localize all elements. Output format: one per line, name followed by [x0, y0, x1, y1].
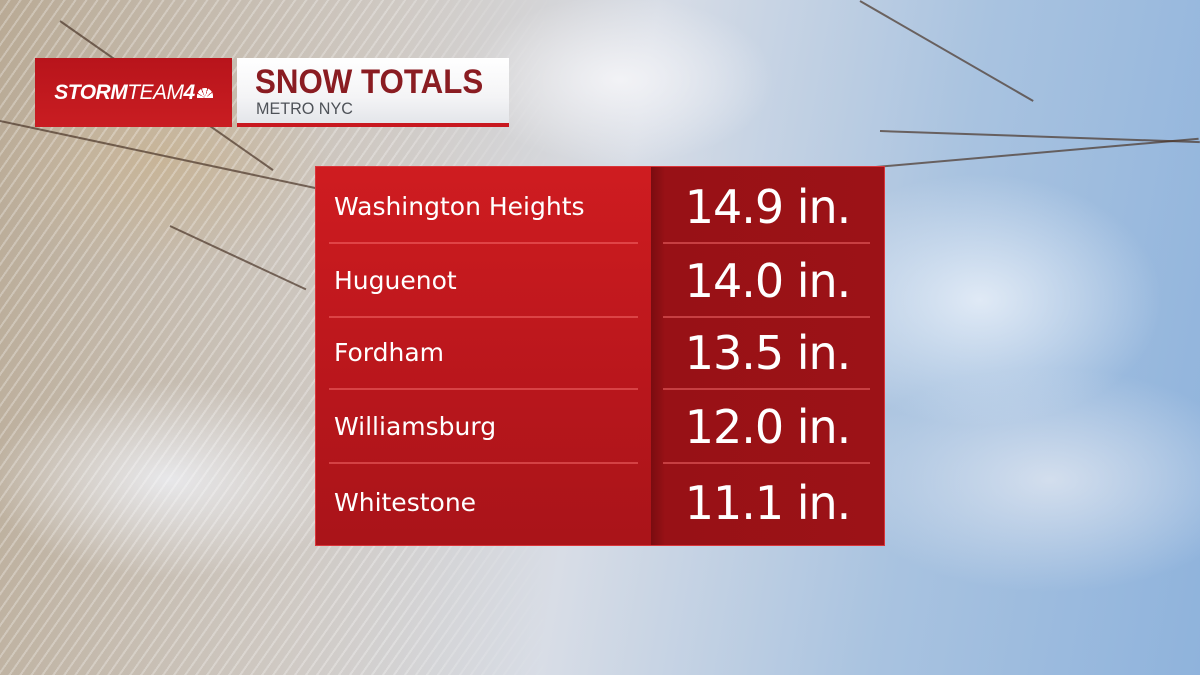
table-row-total: 14.9 in. [651, 169, 884, 244]
location-name: Williamsburg [334, 412, 497, 441]
title-banner: SNOW TOTALS METRO NYC [237, 58, 509, 127]
row-divider [329, 316, 638, 318]
page-title: SNOW TOTALS [255, 63, 484, 101]
snow-total-value: 12.0 in. [684, 399, 852, 454]
table-row-location: Fordham [316, 315, 651, 390]
row-divider [663, 462, 870, 464]
location-name: Washington Heights [334, 192, 585, 221]
table-row-location: Whitestone [316, 465, 651, 540]
location-name: Whitestone [334, 488, 477, 517]
row-divider [329, 242, 638, 244]
page-subtitle: METRO NYC [256, 99, 353, 118]
snow-total-value: 11.1 in. [684, 475, 852, 530]
total-column: 14.9 in. 14.0 in. 13.5 in. 12.0 in. 11.1 in. [651, 167, 884, 545]
location-name: Fordham [334, 338, 445, 367]
snow-total-value: 13.5 in. [684, 325, 852, 380]
row-divider [663, 388, 870, 390]
table-row-location: Williamsburg [316, 389, 651, 464]
row-divider [329, 388, 638, 390]
table-row-total: 13.5 in. [651, 315, 884, 390]
location-column: Washington Heights Huguenot Fordham William… [316, 167, 651, 545]
table-row-location: Huguenot [316, 243, 651, 318]
table-row-location: Washington Heights [316, 169, 651, 244]
row-divider [663, 242, 870, 244]
snow-totals-table: Washington Heights Huguenot Fordham William… [315, 166, 885, 546]
location-name: Huguenot [334, 266, 457, 295]
nbc-peacock-icon [196, 87, 213, 98]
snow-total-value: 14.9 in. [684, 179, 852, 234]
row-divider [329, 462, 638, 464]
row-divider [663, 316, 870, 318]
table-row-total: 12.0 in. [651, 389, 884, 464]
table-row-total: 11.1 in. [651, 465, 884, 540]
table-row-total: 14.0 in. [651, 243, 884, 318]
snow-total-value: 14.0 in. [684, 253, 852, 308]
stormteam4-logo: STORMTEAM4 [35, 58, 232, 127]
